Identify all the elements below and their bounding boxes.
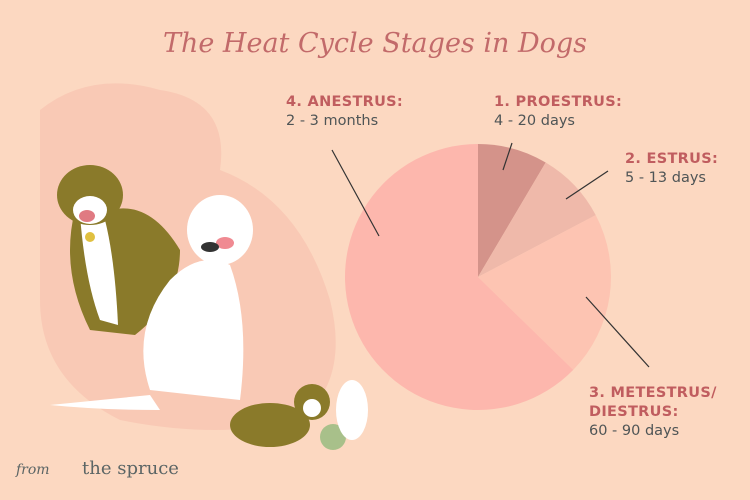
puppies — [230, 380, 368, 450]
pie-chart — [344, 144, 611, 410]
brown-dog — [57, 165, 180, 335]
slice-value: 2 - 3 months — [286, 113, 379, 129]
leader-line-proestrus — [502, 142, 513, 171]
spruce-logo: from the spruce — [16, 458, 179, 479]
label-proestrus: 1. PROESTRUS: 4 - 20 days — [494, 93, 622, 131]
slice-value: 5 - 13 days — [625, 170, 706, 186]
label-anestrus: 4. ANESTRUS: 2 - 3 months — [286, 93, 403, 131]
logo-from: from — [16, 462, 50, 478]
slice-value: 60 - 90 days — [589, 423, 680, 439]
leader-line-estrus — [565, 170, 609, 200]
leader-lines — [331, 142, 650, 368]
pie-slice-4 — [344, 144, 574, 410]
white-dog — [50, 195, 253, 410]
label-estrus: 2. ESTRUS: 5 - 13 days — [625, 150, 718, 188]
slice-label: 1. PROESTRUS: — [494, 94, 623, 110]
pie-slice-3 — [478, 215, 611, 370]
slice-label: 4. ANESTRUS: — [286, 94, 404, 110]
slice-label: 3. METESTRUS/ DIESTRUS: — [589, 385, 717, 420]
pie-slice-1 — [478, 144, 546, 277]
chart-title: The Heat Cycle Stages in Dogs — [162, 28, 588, 59]
leader-line-anestrus — [331, 149, 380, 237]
slice-label: 2. ESTRUS: — [625, 151, 719, 167]
label-metestrus: 3. METESTRUS/ DIESTRUS: 60 - 90 days — [589, 384, 729, 441]
leader-line-metestrus — [585, 296, 650, 368]
pie-slice-2 — [478, 162, 596, 277]
background-blob — [40, 83, 336, 431]
logo-brand: the spruce — [82, 458, 179, 479]
slice-value: 4 - 20 days — [494, 113, 575, 129]
